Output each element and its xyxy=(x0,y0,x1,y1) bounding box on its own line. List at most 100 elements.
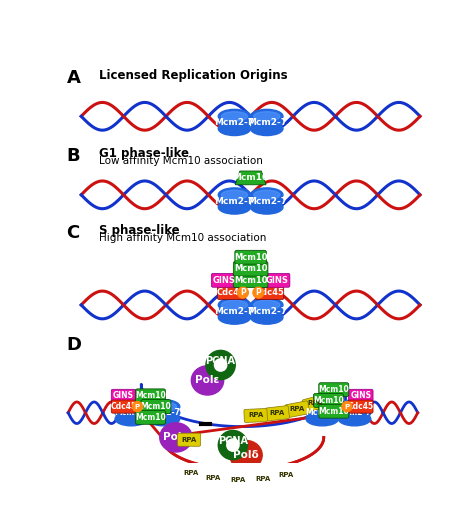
FancyBboxPatch shape xyxy=(218,285,245,300)
Text: Mcm10: Mcm10 xyxy=(233,173,269,183)
Ellipse shape xyxy=(151,402,177,411)
Circle shape xyxy=(132,401,143,412)
Text: Mcm10: Mcm10 xyxy=(135,392,166,400)
FancyBboxPatch shape xyxy=(235,250,266,264)
Text: GINS: GINS xyxy=(350,392,371,400)
Ellipse shape xyxy=(191,366,224,395)
Ellipse shape xyxy=(341,402,368,411)
Circle shape xyxy=(227,439,239,451)
Ellipse shape xyxy=(219,122,251,136)
Text: Mcm10: Mcm10 xyxy=(135,413,166,422)
FancyBboxPatch shape xyxy=(111,400,136,413)
Ellipse shape xyxy=(338,406,371,420)
Text: Mcm10: Mcm10 xyxy=(140,402,171,411)
FancyBboxPatch shape xyxy=(136,389,165,402)
Ellipse shape xyxy=(115,400,147,413)
Text: Mcm10: Mcm10 xyxy=(234,264,267,274)
Text: Mcm10: Mcm10 xyxy=(234,253,267,262)
Ellipse shape xyxy=(338,412,371,426)
Ellipse shape xyxy=(251,109,283,123)
Ellipse shape xyxy=(251,310,283,324)
Text: High affinity Mcm10 association: High affinity Mcm10 association xyxy=(99,232,266,242)
Text: Mcm2-7: Mcm2-7 xyxy=(114,408,148,417)
Text: RPA: RPA xyxy=(279,473,294,478)
Ellipse shape xyxy=(221,112,247,121)
Text: RPA: RPA xyxy=(248,412,263,419)
Text: C: C xyxy=(66,224,80,242)
FancyBboxPatch shape xyxy=(233,273,268,288)
Ellipse shape xyxy=(251,115,283,129)
Ellipse shape xyxy=(160,423,192,452)
FancyBboxPatch shape xyxy=(211,274,237,287)
Text: Cdc45: Cdc45 xyxy=(347,402,374,411)
Text: Cdc45: Cdc45 xyxy=(110,402,137,411)
Text: Licensed Replication Origins: Licensed Replication Origins xyxy=(99,69,288,82)
FancyBboxPatch shape xyxy=(319,404,349,418)
Text: P: P xyxy=(344,404,349,410)
Text: Mcm2-7: Mcm2-7 xyxy=(247,118,287,127)
Ellipse shape xyxy=(219,115,251,129)
FancyBboxPatch shape xyxy=(179,465,204,481)
Ellipse shape xyxy=(219,298,251,312)
Text: Mcm10: Mcm10 xyxy=(234,276,267,285)
FancyBboxPatch shape xyxy=(141,400,171,413)
Text: GINS: GINS xyxy=(213,276,236,285)
FancyBboxPatch shape xyxy=(201,471,225,486)
Ellipse shape xyxy=(338,400,371,413)
FancyBboxPatch shape xyxy=(274,467,298,483)
FancyBboxPatch shape xyxy=(265,406,290,421)
FancyBboxPatch shape xyxy=(264,274,290,287)
Ellipse shape xyxy=(309,402,335,411)
Text: RPA: RPA xyxy=(230,477,246,484)
Text: Mcm10: Mcm10 xyxy=(319,407,349,415)
Ellipse shape xyxy=(219,188,251,202)
Text: Mcm10: Mcm10 xyxy=(313,396,344,405)
Text: P: P xyxy=(135,404,140,410)
Ellipse shape xyxy=(251,188,283,202)
Ellipse shape xyxy=(254,301,280,309)
Ellipse shape xyxy=(219,200,251,214)
Text: D: D xyxy=(66,336,82,354)
FancyBboxPatch shape xyxy=(348,400,373,413)
Ellipse shape xyxy=(147,412,180,426)
Circle shape xyxy=(253,287,264,298)
Ellipse shape xyxy=(221,301,247,309)
Text: RPA: RPA xyxy=(184,470,199,476)
Ellipse shape xyxy=(251,200,283,214)
Text: Mcm2-7: Mcm2-7 xyxy=(214,307,255,316)
Text: Mcm2-7: Mcm2-7 xyxy=(247,307,287,316)
Text: Mcm2-7: Mcm2-7 xyxy=(214,197,255,205)
Text: Mcm2-7: Mcm2-7 xyxy=(247,197,287,205)
Text: PCNA: PCNA xyxy=(206,356,236,366)
Ellipse shape xyxy=(306,400,338,413)
Ellipse shape xyxy=(147,400,180,413)
Ellipse shape xyxy=(115,406,147,420)
Polygon shape xyxy=(235,171,266,185)
Text: RPA: RPA xyxy=(255,476,271,483)
Text: A: A xyxy=(66,69,81,86)
Text: GINS: GINS xyxy=(265,276,288,285)
Ellipse shape xyxy=(230,440,262,470)
Text: Mcm10: Mcm10 xyxy=(319,385,349,394)
Text: RPA: RPA xyxy=(290,406,305,412)
Ellipse shape xyxy=(219,310,251,324)
Text: P: P xyxy=(255,288,261,297)
Text: Cdc45: Cdc45 xyxy=(217,288,246,297)
Ellipse shape xyxy=(254,190,280,200)
FancyBboxPatch shape xyxy=(226,474,249,487)
Ellipse shape xyxy=(254,112,280,121)
Text: Mcm2-7: Mcm2-7 xyxy=(214,118,255,127)
FancyBboxPatch shape xyxy=(244,409,267,422)
Ellipse shape xyxy=(115,412,147,426)
Text: Polε: Polε xyxy=(195,375,219,385)
Ellipse shape xyxy=(219,194,251,208)
Text: P: P xyxy=(240,288,246,297)
FancyBboxPatch shape xyxy=(285,401,310,418)
Ellipse shape xyxy=(306,412,338,426)
FancyBboxPatch shape xyxy=(313,394,343,407)
Ellipse shape xyxy=(118,402,145,411)
Text: Polα: Polα xyxy=(163,433,189,443)
FancyBboxPatch shape xyxy=(177,433,201,446)
Circle shape xyxy=(342,401,352,412)
Text: RPA: RPA xyxy=(206,475,221,481)
